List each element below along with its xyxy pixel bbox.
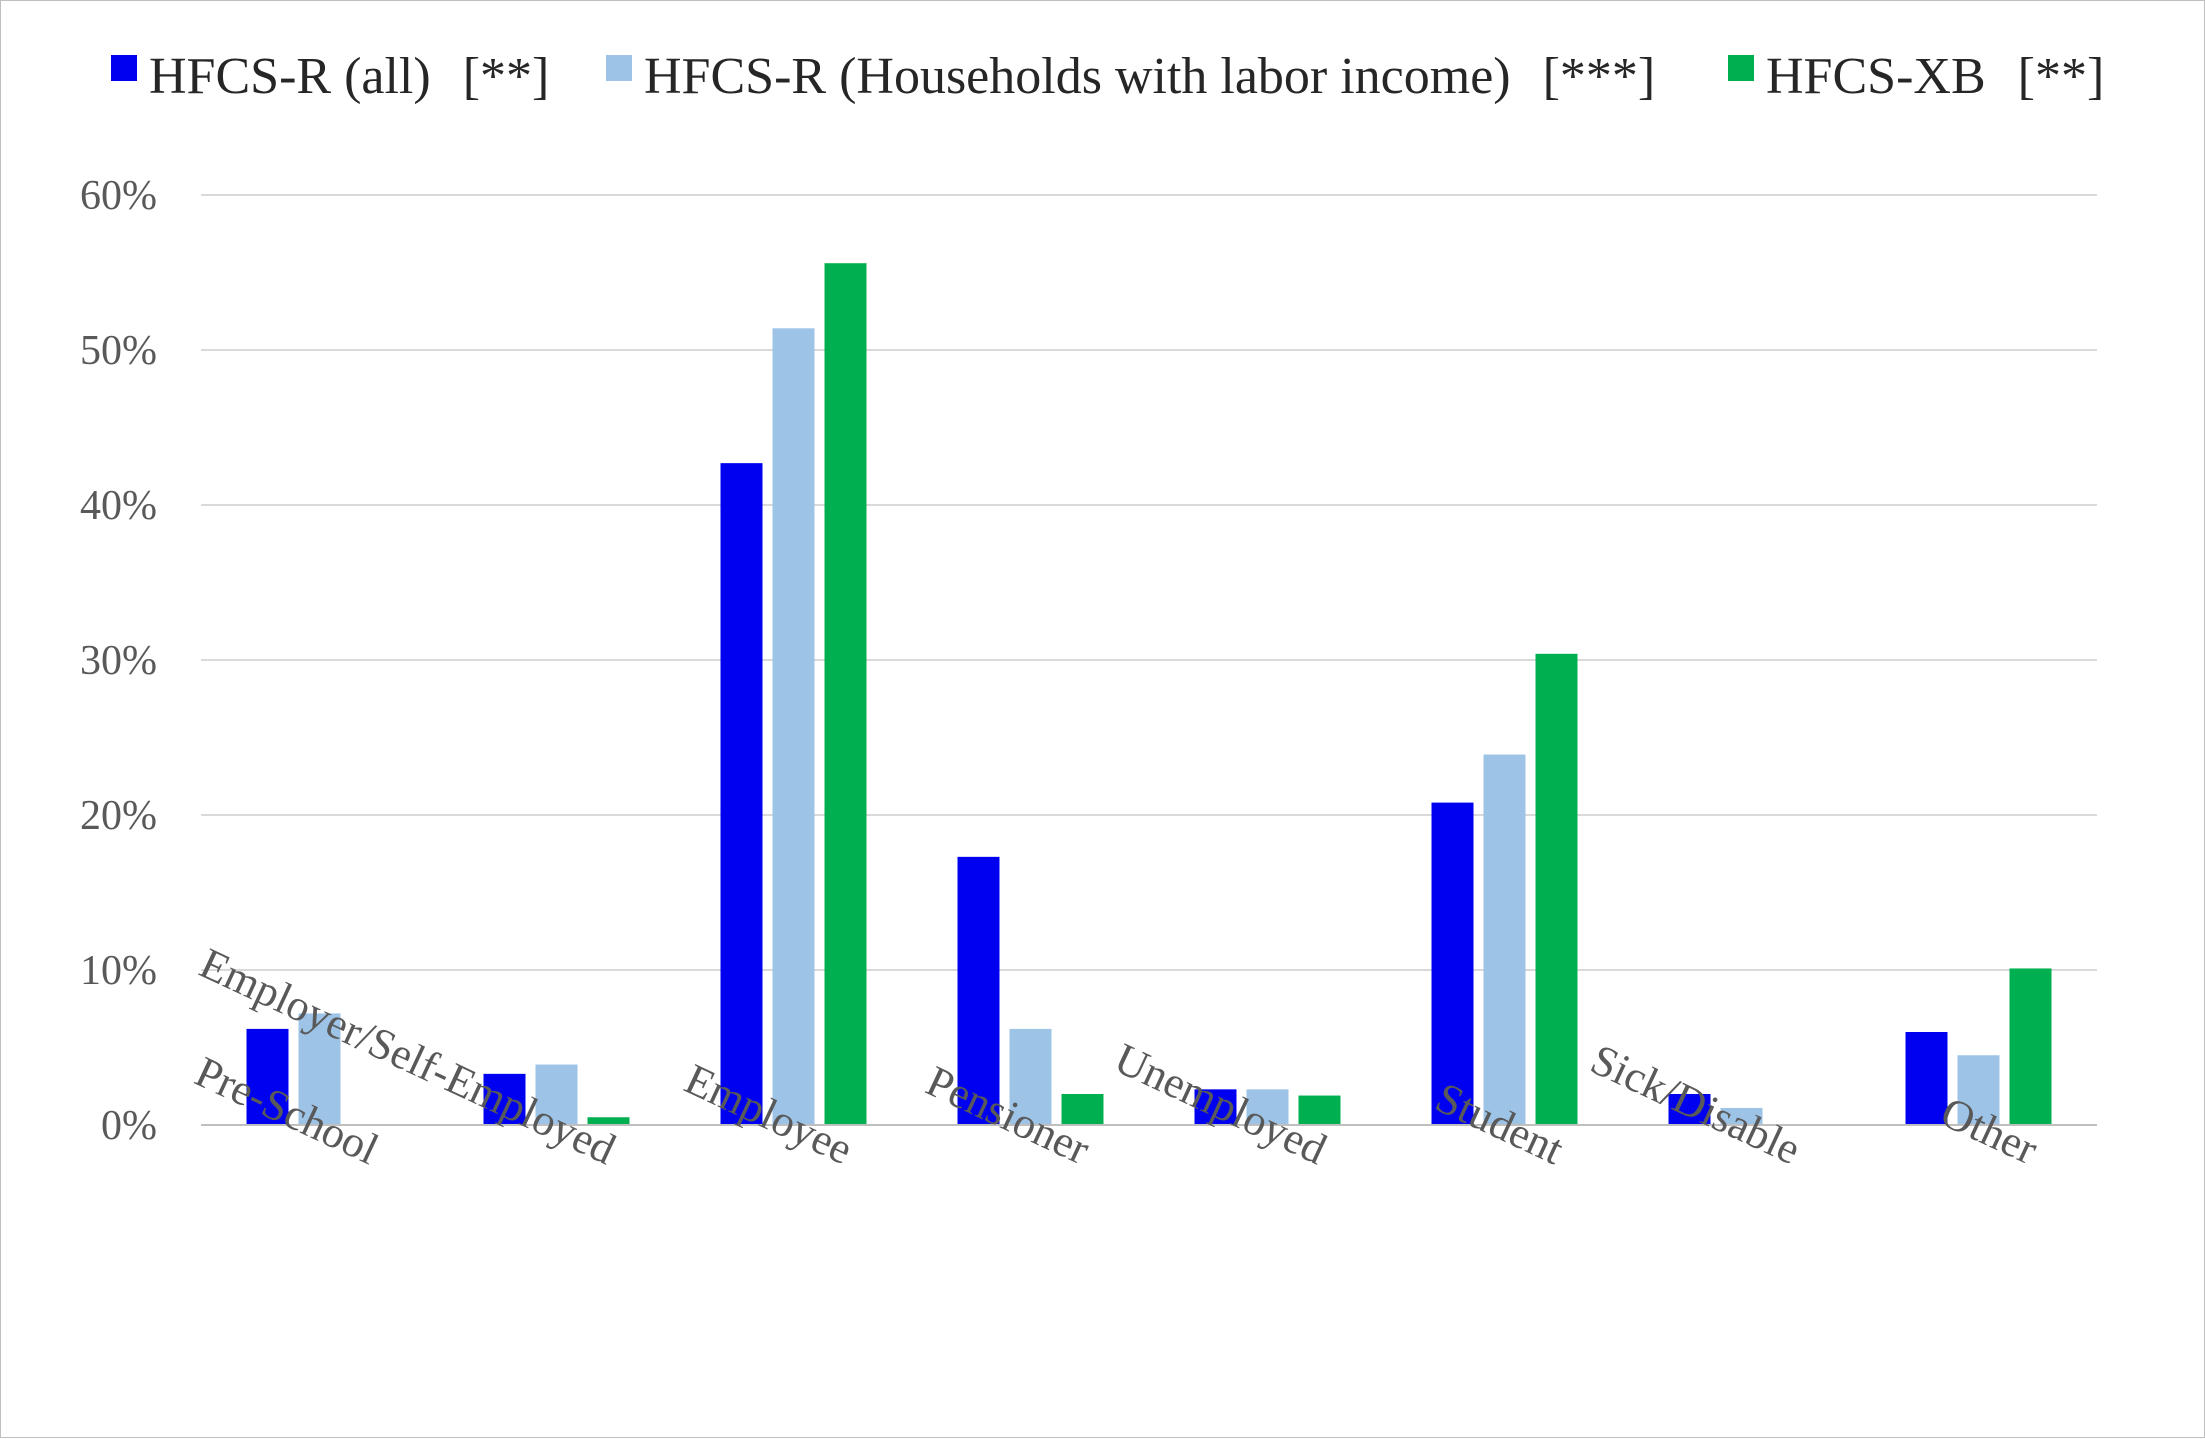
legend-swatch [606, 55, 632, 81]
bar-1 [1905, 1032, 1948, 1125]
gridlines [201, 194, 2097, 971]
legend: HFCS-R (all) [**] HFCS-R (Households with … [111, 48, 2104, 105]
x-tick-label: Sick/Disable [1583, 1035, 1808, 1174]
legend-note: [**] [463, 48, 550, 105]
bar-2 [535, 1064, 578, 1125]
legend-note: [**] [2018, 48, 2105, 105]
bar-1 [483, 1073, 526, 1125]
bar-2 [1246, 1089, 1289, 1125]
bar-3 [1535, 653, 1578, 1125]
bar-2 [1483, 754, 1526, 1125]
bar-1 [246, 1028, 289, 1125]
y-tick-label: 0% [101, 1103, 157, 1149]
legend-swatch [111, 55, 137, 81]
bar-1 [720, 463, 763, 1125]
bar-3 [1298, 1095, 1341, 1125]
y-tick-label: 50% [80, 328, 157, 374]
bar-3 [587, 1117, 630, 1125]
bar-3 [824, 263, 867, 1125]
y-axis-ticks: 0% 10% 20% 30% 40% 50% 60% [80, 173, 157, 1149]
bar-1 [1668, 1094, 1711, 1125]
y-tick-label: 20% [80, 793, 157, 839]
bar-2 [1957, 1055, 2000, 1125]
bar-3 [2009, 968, 2052, 1125]
y-tick-label: 10% [80, 948, 157, 994]
legend-note: [***] [1543, 48, 1656, 105]
legend-label: HFCS-XB [1766, 48, 1986, 105]
legend-swatch [1728, 55, 1754, 81]
bar-2 [772, 328, 815, 1125]
y-tick-label: 30% [80, 638, 157, 684]
bars [246, 263, 2052, 1125]
bar-2 [1009, 1028, 1052, 1125]
bar-1 [1431, 802, 1474, 1125]
y-tick-label: 60% [80, 173, 157, 219]
y-tick-label: 40% [80, 483, 157, 529]
bar-1 [1194, 1089, 1237, 1125]
legend-label: HFCS-R (Households with labor income) [644, 48, 1511, 105]
bar-2 [1720, 1107, 1763, 1125]
bar-1 [957, 856, 1000, 1125]
bar-3 [1061, 1094, 1104, 1125]
legend-label: HFCS-R (all) [149, 48, 431, 105]
bar-2 [298, 1013, 341, 1125]
